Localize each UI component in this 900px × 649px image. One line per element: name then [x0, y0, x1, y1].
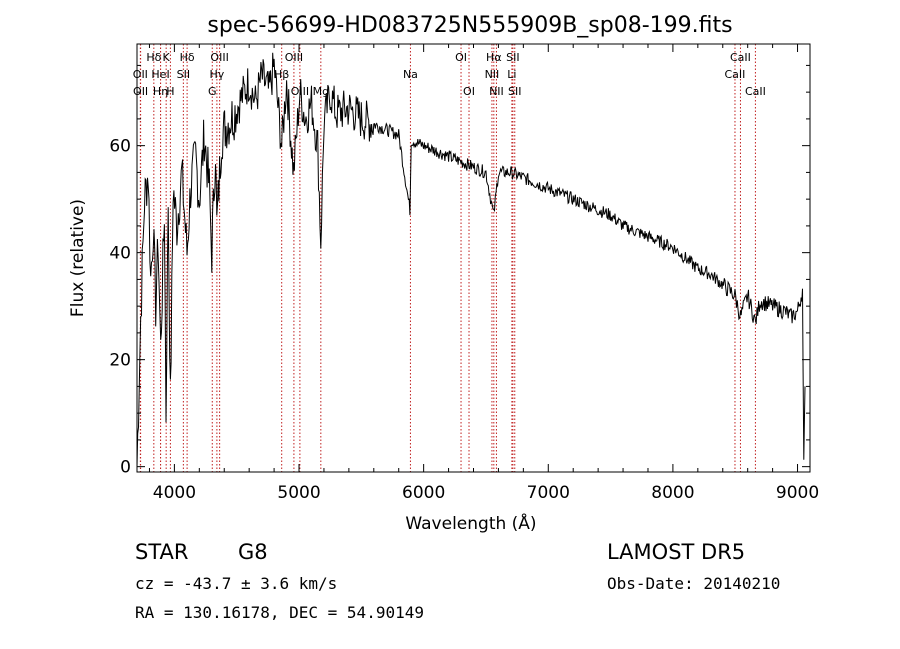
y-tick-label: 20 [109, 351, 131, 371]
x-tick-label: 7000 [527, 483, 570, 503]
line-marker-label: Hη [153, 85, 168, 98]
line-marker-label: Na [403, 68, 418, 81]
line-marker-label: OIII [285, 51, 303, 64]
line-marker-label: CaII [725, 68, 746, 81]
line-marker-label: CaII [730, 51, 751, 64]
line-marker-label: OI [463, 85, 475, 98]
line-marker-label: Mg [313, 85, 329, 98]
line-marker-label: Hδ [180, 51, 195, 64]
x-tick-label: 6000 [402, 483, 445, 503]
line-marker-label: Hα [486, 51, 502, 64]
line-marker-label: SII [506, 51, 519, 64]
x-tick-label: 4000 [153, 483, 196, 503]
line-marker-label: CaII [745, 85, 766, 98]
line-marker-label: OI [455, 51, 467, 64]
y-tick-label: 0 [120, 458, 131, 478]
line-marker-label: NII [485, 68, 500, 81]
x-tick-label: 5000 [277, 483, 320, 503]
y-tick-label: 60 [109, 137, 131, 157]
line-marker-label: K [163, 51, 171, 64]
x-tick-label: 8000 [651, 483, 694, 503]
line-marker-label: NII [489, 85, 504, 98]
x-axis-title: Wavelength (Å) [405, 512, 536, 534]
chart-title: spec-56699-HD083725N555909B_sp08-199.fit… [207, 13, 732, 38]
y-axis-title: Flux (relative) [68, 199, 88, 317]
sky-coordinates: RA = 130.16178, DEC = 54.90149 [135, 603, 424, 622]
line-marker-label: Hδ [146, 51, 161, 64]
line-marker-label: G [208, 85, 217, 98]
redshift-cz: cz = -43.7 ± 3.6 km/s [135, 574, 338, 593]
line-marker-label: HeI [151, 68, 169, 81]
line-marker-label: OII [133, 85, 148, 98]
spectrum-line [136, 52, 806, 468]
line-marker-label: OIII [210, 51, 228, 64]
survey-release: LAMOST DR5 [607, 540, 746, 564]
y-tick-label: 40 [109, 244, 131, 264]
line-marker-label: Hγ [209, 68, 224, 81]
observation-date: Obs-Date: 20140210 [607, 574, 781, 593]
object-type: STAR [135, 540, 189, 564]
y-axis: 0 20 40 60 [109, 64, 810, 478]
x-axis: 4000 5000 6000 7000 8000 9000 [148, 44, 819, 503]
line-marker-label: H [166, 85, 174, 98]
x-tick-label: 9000 [776, 483, 819, 503]
line-marker-label: Hβ [274, 68, 289, 81]
line-marker-label: OII [133, 68, 148, 81]
line-marker-label: SII [177, 68, 190, 81]
line-marker-label: Li [507, 68, 516, 81]
line-marker-label: SII [508, 85, 521, 98]
object-subclass: G8 [238, 540, 268, 564]
